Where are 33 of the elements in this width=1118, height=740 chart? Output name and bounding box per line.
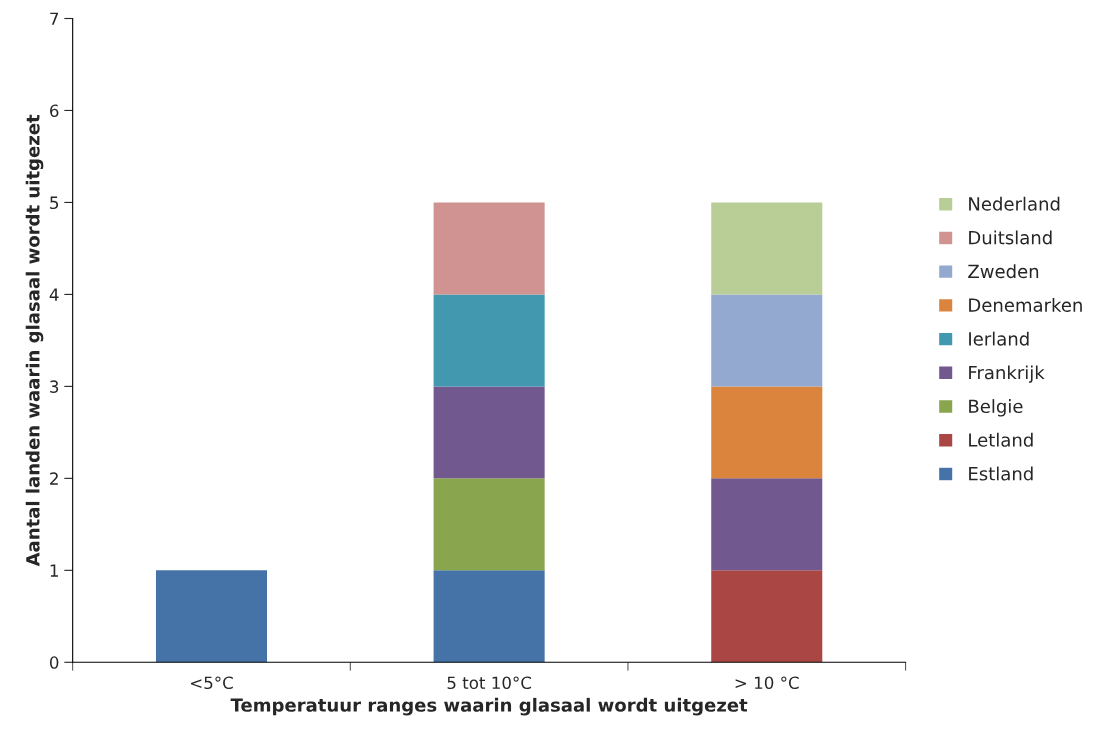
bar xyxy=(155,570,268,663)
y-tick-label: 1 xyxy=(50,564,58,577)
bar xyxy=(711,294,823,387)
bar xyxy=(433,570,545,663)
x-tick-label: > 10 °C xyxy=(735,676,799,690)
y-tick-label: 4 xyxy=(49,288,59,301)
y-tick-label: 0 xyxy=(49,656,59,669)
y-tick-label: 2 xyxy=(50,472,58,485)
bar xyxy=(433,386,545,479)
bar xyxy=(711,202,823,295)
y-axis-title: Aantal landen waarin glasaal wordt uitgezet xyxy=(25,114,44,567)
bar xyxy=(711,386,823,479)
x-axis-title: Temperatuur ranges waarin glasaal wordt uitgezet xyxy=(230,697,748,716)
x-tick-label: 5 tot 10°C xyxy=(447,676,532,690)
legend-label: Letland xyxy=(969,432,1033,447)
legend-label: Estland xyxy=(969,466,1033,481)
y-tick-label: 7 xyxy=(50,12,59,25)
bar xyxy=(433,478,545,571)
y-tick-label: 6 xyxy=(50,104,59,118)
legend-label: Frankrijk xyxy=(969,365,1045,383)
legend-label: Belgie xyxy=(969,399,1023,417)
y-tick-label: 3 xyxy=(50,380,59,393)
bar xyxy=(711,570,823,663)
legend-label: Zweden xyxy=(968,264,1039,279)
bar xyxy=(711,478,823,571)
y-tick-label: 5 xyxy=(50,196,59,210)
legend-label: Nederland xyxy=(969,196,1060,211)
bar xyxy=(433,202,545,295)
legend-label: Duitsland xyxy=(969,230,1052,245)
legend-label: Ierland xyxy=(969,331,1029,346)
legend-label: Denemarken xyxy=(969,297,1082,312)
x-tick-label: <5°C xyxy=(190,676,233,690)
bar xyxy=(433,294,545,387)
